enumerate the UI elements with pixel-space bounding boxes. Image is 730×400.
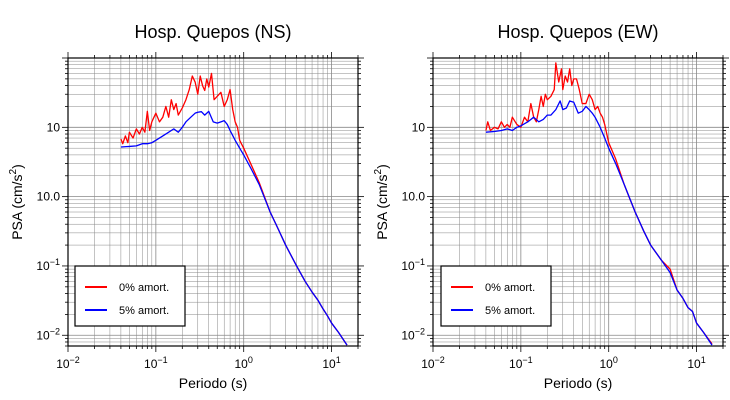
legend: 0% amort. 5% amort. [74, 265, 186, 327]
y-axis-label: PSA (cm/s2) [373, 164, 390, 240]
series-line-damped [485, 100, 713, 346]
x-tick-label: 10−2 [56, 355, 80, 371]
y-tick-label: 10 [412, 120, 426, 134]
x-tick-label: 10−1 [144, 355, 168, 371]
x-tick-label: 100 [235, 355, 253, 371]
y-tick-label: 10.0 [37, 190, 61, 204]
legend-label: 5% amort. [119, 305, 169, 317]
legend-box [440, 265, 552, 327]
y-tick-label: 10 [47, 120, 61, 134]
y-tick-label: 10.0 [402, 190, 426, 204]
y-tick-label: 10−1 [401, 257, 425, 273]
axis-ticks [62, 52, 364, 352]
x-axis-label: Periodo (s) [179, 375, 247, 391]
chart-title: Hosp. Quepos (EW) [497, 22, 658, 42]
x-axis-label: Periodo (s) [544, 375, 612, 391]
legend-label: 0% amort. [119, 282, 169, 294]
chart-title: Hosp. Quepos (NS) [134, 22, 291, 42]
legend-label: 5% amort. [485, 305, 535, 317]
plot-frame [67, 57, 359, 347]
legend-box [74, 265, 186, 327]
grid [67, 57, 359, 347]
x-tick-label: 10−1 [509, 355, 533, 371]
legend: 0% amort. 5% amort. [440, 265, 552, 327]
legend-label: 0% amort. [485, 282, 535, 294]
chart-panel-1: 10−2 10−1 100 101 10−2 10−1 10.0 10 Hosp. Quepos… [373, 22, 729, 391]
plot-frame [432, 57, 724, 347]
x-tick-label: 101 [687, 355, 705, 371]
x-tick-label: 101 [322, 355, 340, 371]
y-tick-label: 10−1 [36, 257, 60, 273]
x-tick-label: 10−2 [421, 355, 445, 371]
y-axis-label: PSA (cm/s2) [8, 164, 25, 240]
y-tick-label: 10−2 [401, 326, 425, 342]
y-tick-label: 10−2 [36, 326, 60, 342]
chart-panel-0: 10−2 10−1 100 101 10−2 10−1 10.0 10 Hosp. Quepos… [8, 22, 364, 391]
axis-ticks [427, 52, 729, 352]
series-line-damped [120, 110, 348, 346]
x-tick-label: 100 [600, 355, 618, 371]
